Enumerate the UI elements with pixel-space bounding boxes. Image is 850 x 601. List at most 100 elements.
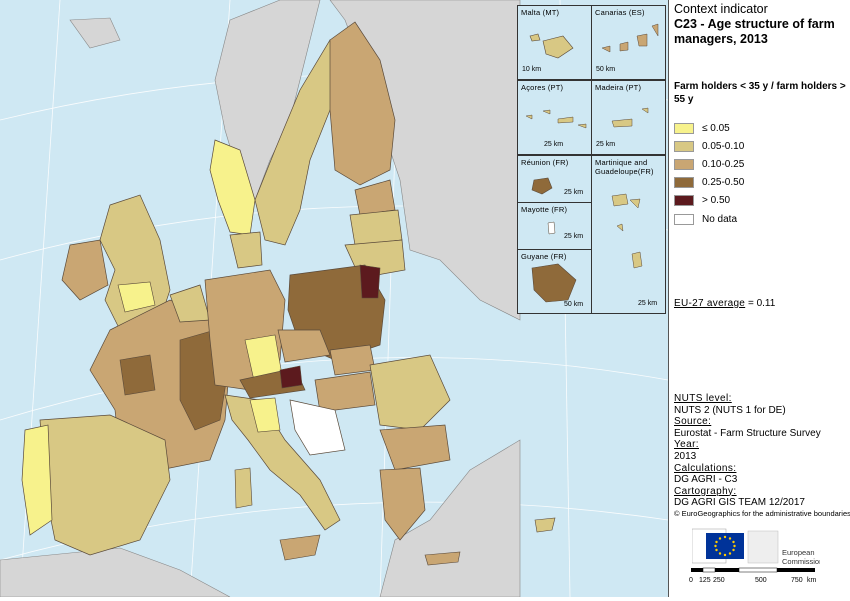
inset-scale: 50 km (596, 66, 616, 73)
scale-tick: 125 (699, 577, 711, 584)
legend-label: 0.05-0.10 (702, 140, 745, 152)
logo-text-line1: European (782, 548, 815, 557)
legend-label: 0.10-0.25 (702, 158, 745, 170)
canarias-shape (601, 23, 659, 53)
eu-flag-icon: European Commission (691, 528, 823, 566)
antilles-shape (611, 193, 643, 269)
region-denmark (229, 231, 263, 269)
inset-label: Madeira (PT) (595, 83, 642, 92)
logo-text-line2: Commission (782, 557, 820, 566)
region-sicily (279, 534, 321, 561)
meta-heading: NUTS level: (674, 393, 732, 404)
legend-swatch (674, 213, 694, 225)
inset-label: Açores (PT) (521, 83, 564, 92)
legend-swatch (674, 140, 694, 152)
meta-heading: Calculations: (674, 462, 737, 474)
metadata-block: NUTS level: NUTS 2 (NUTS 1 for DE) Sourc… (674, 393, 821, 509)
region-crete (424, 551, 461, 566)
inset-guyane: Guyane (FR) 50 km (517, 249, 592, 314)
inset-reunion: Réunion (FR) 25 km (517, 155, 592, 203)
inset-scale: 25 km (638, 300, 658, 307)
legend-item: 0.05-0.10 (674, 137, 744, 155)
region-croatia-no-data (289, 399, 346, 456)
region-france-centre (119, 354, 156, 396)
region-finland (329, 21, 396, 186)
scale-unit: km (807, 577, 817, 584)
legend: ≤ 0.05 0.05-0.10 0.10-0.25 0.25-0.50 > 0… (674, 119, 744, 228)
inset-label: Réunion (FR) (521, 158, 569, 167)
legend-item: ≤ 0.05 (674, 119, 744, 137)
legend-swatch (674, 177, 694, 189)
legend-label: ≤ 0.05 (702, 122, 730, 134)
inset-scale: 10 km (522, 66, 542, 73)
inset-malta: Malta (MT) 10 km (517, 5, 592, 80)
copyright-notice: © EuroGeographics for the administrative… (674, 509, 850, 518)
legend-label: 0.25-0.50 (702, 177, 745, 189)
region-romania (369, 354, 451, 431)
legend-panel: Context indicator C23 - Age structure of… (669, 0, 850, 597)
meta-value: 2013 (674, 450, 697, 462)
map-canvas[interactable]: Malta (MT) 10 km Canarias (ES) 50 km Aço… (0, 0, 669, 597)
legend-item: > 0.50 (674, 192, 744, 210)
madeira-shape (611, 107, 649, 128)
scale-tick: 750 (791, 577, 803, 584)
inset-acores: Açores (PT) 25 km (517, 80, 592, 155)
inset-madeira: Madeira (PT) 25 km (591, 80, 666, 155)
inset-martinique-guadeloupe: Martinique and Guadeloupe(FR) 25 km (591, 155, 666, 314)
inset-scale: 25 km (544, 141, 564, 148)
legend-item: 0.10-0.25 (674, 155, 744, 173)
scale-tick: 250 (713, 577, 725, 584)
inset-label: Guyane (FR) (521, 252, 567, 261)
scale-bar-graphic: 0 125 250 500 750 km (689, 567, 817, 584)
region-cyprus (534, 517, 556, 533)
legend-swatch (674, 195, 694, 207)
inset-label: Martinique and Guadeloupe(FR) (595, 158, 654, 176)
region-czechia (277, 329, 331, 363)
meta-heading: Cartography: (674, 485, 737, 497)
region-latvia (349, 209, 403, 246)
region-uk-midlands (117, 281, 156, 313)
meta-heading: Year: (674, 439, 699, 451)
europe-map (0, 0, 668, 597)
european-commission-logo: European Commission (691, 527, 823, 567)
inset-mayotte: Mayotte (FR) 25 km (517, 202, 592, 250)
region-sardinia (234, 467, 253, 509)
guyane-shape (531, 263, 577, 303)
inset-scale: 50 km (564, 301, 584, 308)
inset-canarias: Canarias (ES) 50 km (591, 5, 666, 80)
legend-label: > 0.50 (702, 195, 731, 207)
meta-heading: Source: (674, 416, 712, 428)
region-slovakia (329, 344, 376, 376)
reunion-shape (531, 177, 553, 195)
inset-scale: 25 km (564, 189, 584, 196)
mayotte-shape (547, 221, 556, 235)
region-austria-upper (279, 365, 303, 389)
scale-bar: 0 125 250 500 750 km (689, 566, 849, 596)
inset-scale: 25 km (564, 233, 584, 240)
legend-swatch (674, 122, 694, 134)
meta-value: DG AGRI GIS TEAM 12/2017 (674, 497, 805, 509)
inset-label: Canarias (ES) (595, 8, 645, 17)
malta-shape (529, 33, 574, 59)
meta-value: NUTS 2 (NUTS 1 for DE) (674, 404, 786, 416)
region-estonia (354, 179, 396, 216)
region-poland-northeast (359, 264, 381, 299)
region-ireland (61, 239, 109, 301)
scale-tick: 0 (689, 577, 693, 584)
map-title: C23 - Age structure of farm managers, 20… (674, 17, 835, 46)
eu-average: EU-27 average = 0.11 (674, 298, 775, 309)
scale-tick: 500 (755, 577, 767, 584)
region-greece (379, 467, 426, 541)
region-bulgaria (379, 424, 451, 471)
region-norway-south (209, 139, 256, 236)
indicator-label: Context indicator (674, 2, 768, 16)
eu-average-label: EU-27 average (674, 298, 746, 309)
region-portugal (21, 424, 53, 536)
inset-scale: 25 km (596, 141, 616, 148)
region-hungary (314, 371, 376, 413)
legend-swatch (674, 158, 694, 170)
region-spain (39, 414, 171, 556)
meta-value: Eurostat - Farm Structure Survey (674, 427, 821, 439)
meta-value: DG AGRI - C3 (674, 474, 738, 486)
inset-label: Malta (MT) (521, 8, 560, 17)
